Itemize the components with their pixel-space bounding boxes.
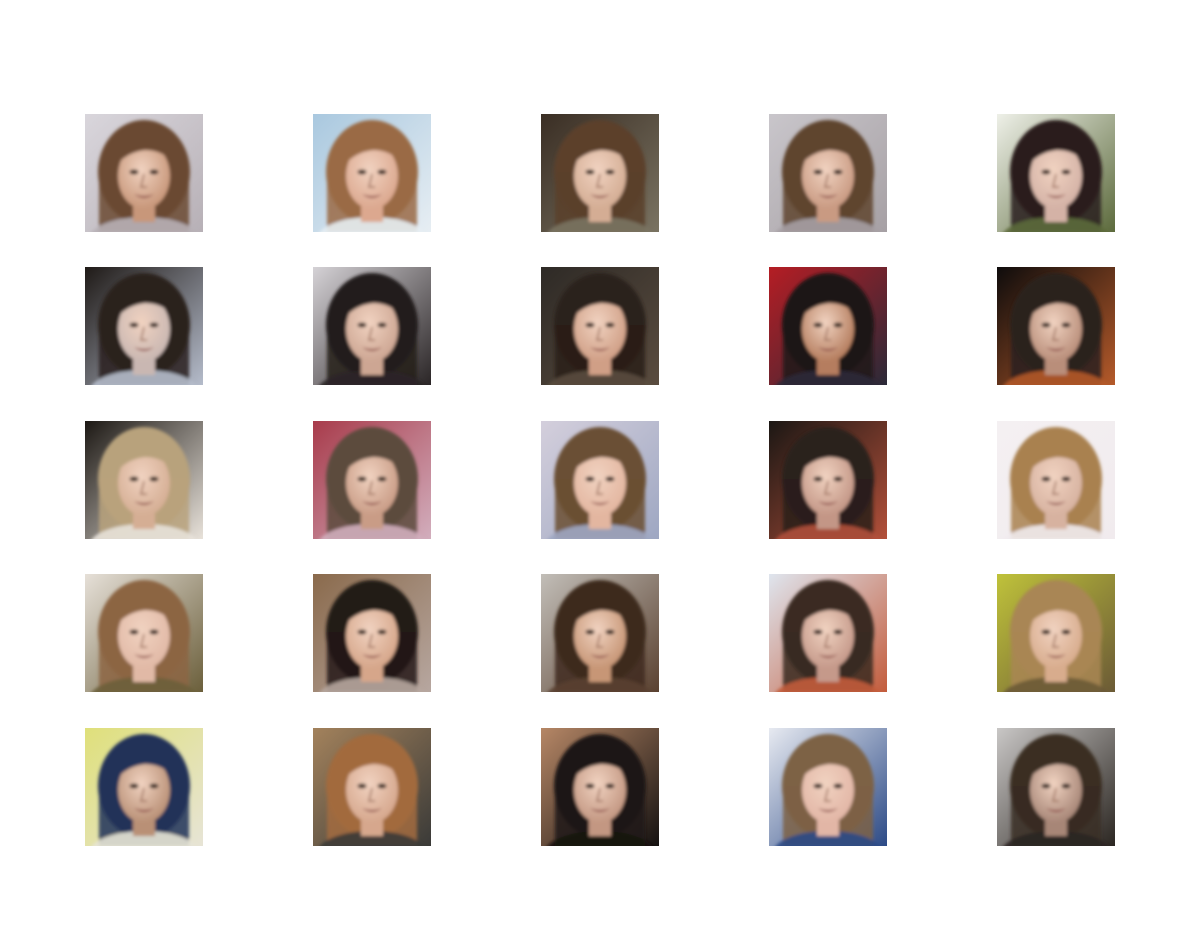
face-thumbnail [541, 267, 659, 385]
face-thumbnail [769, 114, 887, 232]
face-thumbnail [85, 574, 203, 692]
face-thumbnail [541, 574, 659, 692]
face-thumbnail [85, 728, 203, 846]
face-thumbnail [85, 421, 203, 539]
face-thumbnail [769, 421, 887, 539]
face-thumbnail [541, 114, 659, 232]
face-thumbnail [313, 267, 431, 385]
face-thumbnail [997, 728, 1115, 846]
face-thumbnail [769, 267, 887, 385]
face-thumbnail [769, 728, 887, 846]
face-thumbnail [997, 421, 1115, 539]
face-thumbnail [85, 267, 203, 385]
face-thumbnail [313, 574, 431, 692]
face-thumbnail [769, 574, 887, 692]
face-thumbnail [313, 114, 431, 232]
face-thumbnail [997, 574, 1115, 692]
face-thumbnail [997, 267, 1115, 385]
face-thumbnail [541, 421, 659, 539]
face-thumbnail [313, 421, 431, 539]
face-thumbnail [541, 728, 659, 846]
face-thumbnail [313, 728, 431, 846]
face-thumbnail [997, 114, 1115, 232]
face-thumbnail [85, 114, 203, 232]
